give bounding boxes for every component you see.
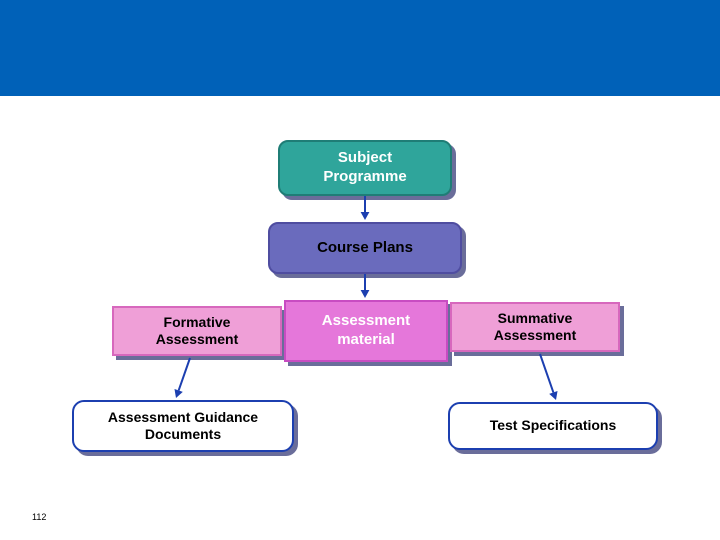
arrow-course-to-material (355, 264, 375, 308)
node-label: Assessment GuidanceDocuments (108, 409, 258, 444)
header-banner (0, 0, 720, 96)
arrow-summative-to-testspec (530, 344, 566, 410)
node-label: Course Plans (317, 239, 413, 258)
arrow-subject-to-course (355, 186, 375, 230)
node-label: SummativeAssessment (494, 310, 577, 345)
page-number: 112 (32, 512, 46, 522)
node-label: Assessmentmaterial (322, 312, 410, 350)
node-label: SubjectProgramme (323, 149, 406, 187)
node-label: Test Specifications (490, 417, 617, 435)
arrow-formative-to-guidance (166, 348, 200, 408)
diagram-stage: SubjectProgramme Course Plans FormativeA… (0, 0, 720, 540)
node-label: FormativeAssessment (156, 314, 239, 349)
node-assessment-material: Assessmentmaterial (284, 300, 448, 362)
